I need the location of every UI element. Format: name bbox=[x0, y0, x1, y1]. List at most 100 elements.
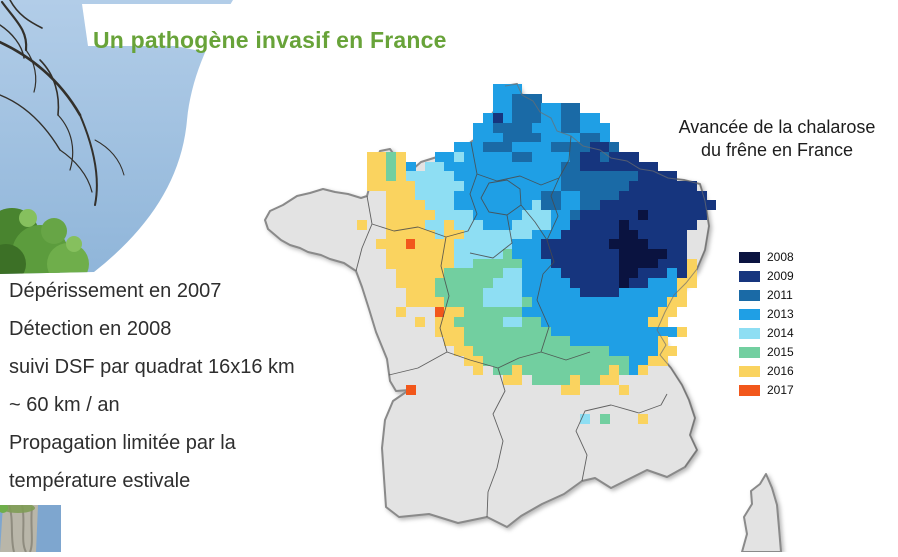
map-quadrat-cell bbox=[599, 316, 610, 327]
map-quadrat-cell bbox=[667, 326, 678, 337]
map-quadrat-cell bbox=[541, 161, 552, 172]
map-quadrat-cell bbox=[492, 151, 503, 162]
map-quadrat-cell bbox=[657, 307, 668, 318]
map-quadrat-cell bbox=[599, 375, 610, 385]
map-quadrat-cell bbox=[638, 248, 649, 259]
legend-item: 2014 bbox=[739, 327, 794, 339]
map-quadrat-cell bbox=[638, 200, 649, 211]
map-quadrat-cell bbox=[376, 181, 387, 191]
map-quadrat-cell bbox=[589, 239, 600, 250]
map-quadrat-cell bbox=[589, 248, 600, 259]
map-quadrat-cell bbox=[483, 181, 494, 191]
legend-item: 2008 bbox=[739, 250, 794, 264]
france-map bbox=[245, 80, 790, 552]
map-quadrat-cell bbox=[512, 132, 523, 143]
map-quadrat-cell bbox=[648, 190, 658, 201]
legend-item: 2011 bbox=[739, 289, 794, 301]
map-quadrat-cell bbox=[502, 278, 513, 288]
map-quadrat-cell bbox=[618, 268, 629, 279]
map-quadrat-cell bbox=[609, 268, 620, 279]
map-quadrat-cell bbox=[376, 161, 387, 172]
map-quadrat-cell bbox=[628, 151, 639, 162]
map-quadrat-cell bbox=[415, 229, 426, 240]
map-quadrat-cell bbox=[657, 171, 668, 182]
map-quadrat-cell bbox=[386, 239, 397, 250]
legend-year-label: 2008 bbox=[767, 250, 794, 264]
map-quadrat-cell bbox=[551, 103, 561, 114]
map-quadrat-cell bbox=[560, 229, 571, 240]
map-quadrat-cell bbox=[541, 278, 552, 288]
map-quadrat-cell bbox=[677, 297, 688, 308]
map-quadrat-cell bbox=[589, 229, 600, 240]
map-quadrat-cell bbox=[502, 365, 513, 376]
map-quadrat-cell bbox=[483, 113, 494, 124]
map-quadrat-cell bbox=[483, 278, 494, 288]
map-quadrat-cell bbox=[609, 345, 620, 356]
map-quadrat-cell bbox=[618, 258, 629, 269]
map-quadrat-cell bbox=[531, 326, 542, 337]
map-quadrat-cell bbox=[599, 122, 610, 133]
map-quadrat-cell bbox=[473, 200, 484, 211]
map-quadrat-cell bbox=[454, 142, 464, 153]
map-quadrat-cell bbox=[677, 190, 688, 201]
map-quadrat-cell bbox=[657, 248, 668, 259]
map-quadrat-cell bbox=[521, 297, 532, 308]
map-quadrat-cell bbox=[580, 345, 591, 356]
map-quadrat-cell bbox=[589, 190, 600, 201]
map-quadrat-cell bbox=[541, 190, 552, 201]
map-quadrat-cell bbox=[512, 297, 523, 308]
map-quadrat-cell bbox=[415, 316, 426, 327]
map-quadrat-cell bbox=[677, 239, 688, 250]
map-quadrat-cell bbox=[512, 239, 523, 250]
map-quadrat-cell bbox=[521, 93, 532, 104]
map-quadrat-cell bbox=[570, 307, 581, 318]
map-quadrat-cell bbox=[454, 171, 464, 182]
map-quadrat-cell bbox=[405, 171, 416, 182]
map-quadrat-cell bbox=[677, 181, 688, 191]
map-quadrat-cell bbox=[444, 307, 455, 318]
map-quadrat-cell bbox=[609, 365, 620, 376]
map-quadrat-cell bbox=[531, 268, 542, 279]
map-quadrat-cell bbox=[677, 210, 688, 221]
map-quadrat-cell bbox=[454, 278, 464, 288]
map-quadrat-cell bbox=[589, 142, 600, 153]
map-quadrat-cell bbox=[512, 151, 523, 162]
map-quadrat-cell bbox=[492, 200, 503, 211]
map-quadrat-cell bbox=[463, 336, 474, 347]
map-quadrat-cell bbox=[473, 297, 484, 308]
map-quadrat-cell bbox=[551, 258, 561, 269]
map-quadrat-cell bbox=[589, 161, 600, 172]
map-quadrat-cell bbox=[618, 248, 629, 259]
map-quadrat-cell bbox=[492, 113, 503, 124]
map-quadrat-cell bbox=[560, 278, 571, 288]
map-quadrat-cell bbox=[415, 171, 426, 182]
map-quadrat-cell bbox=[434, 210, 445, 221]
map-quadrat-cell bbox=[405, 268, 416, 279]
map-quadrat-cell bbox=[463, 229, 474, 240]
map-quadrat-cell bbox=[648, 200, 658, 211]
map-quadrat-cell bbox=[473, 142, 484, 153]
map-quadrat-cell bbox=[473, 122, 484, 133]
map-quadrat-cell bbox=[551, 287, 561, 298]
map-quadrat-cell bbox=[677, 200, 688, 211]
map-quadrat-cell bbox=[599, 248, 610, 259]
legend-year-label: 2016 bbox=[767, 364, 794, 378]
map-quadrat-cell bbox=[580, 200, 591, 211]
map-quadrat-cell bbox=[531, 113, 542, 124]
map-quadrat-cell bbox=[541, 258, 552, 269]
map-quadrat-cell bbox=[521, 336, 532, 347]
map-quadrat-cell bbox=[463, 248, 474, 259]
map-quadrat-cell bbox=[599, 336, 610, 347]
map-quadrat-cell bbox=[424, 239, 435, 250]
map-quadrat-cell bbox=[560, 384, 571, 395]
map-quadrat-cell bbox=[434, 268, 445, 279]
map-quadrat-cell bbox=[395, 219, 406, 230]
map-quadrat-cell bbox=[570, 355, 581, 366]
map-quadrat-cell bbox=[483, 355, 494, 366]
map-quadrat-cell bbox=[570, 258, 581, 269]
map-quadrat-cell bbox=[463, 181, 474, 191]
map-quadrat-cell bbox=[415, 287, 426, 298]
map-quadrat-cell bbox=[599, 210, 610, 221]
map-quadrat-cell bbox=[424, 297, 435, 308]
legend-item: 2016 bbox=[739, 364, 794, 378]
